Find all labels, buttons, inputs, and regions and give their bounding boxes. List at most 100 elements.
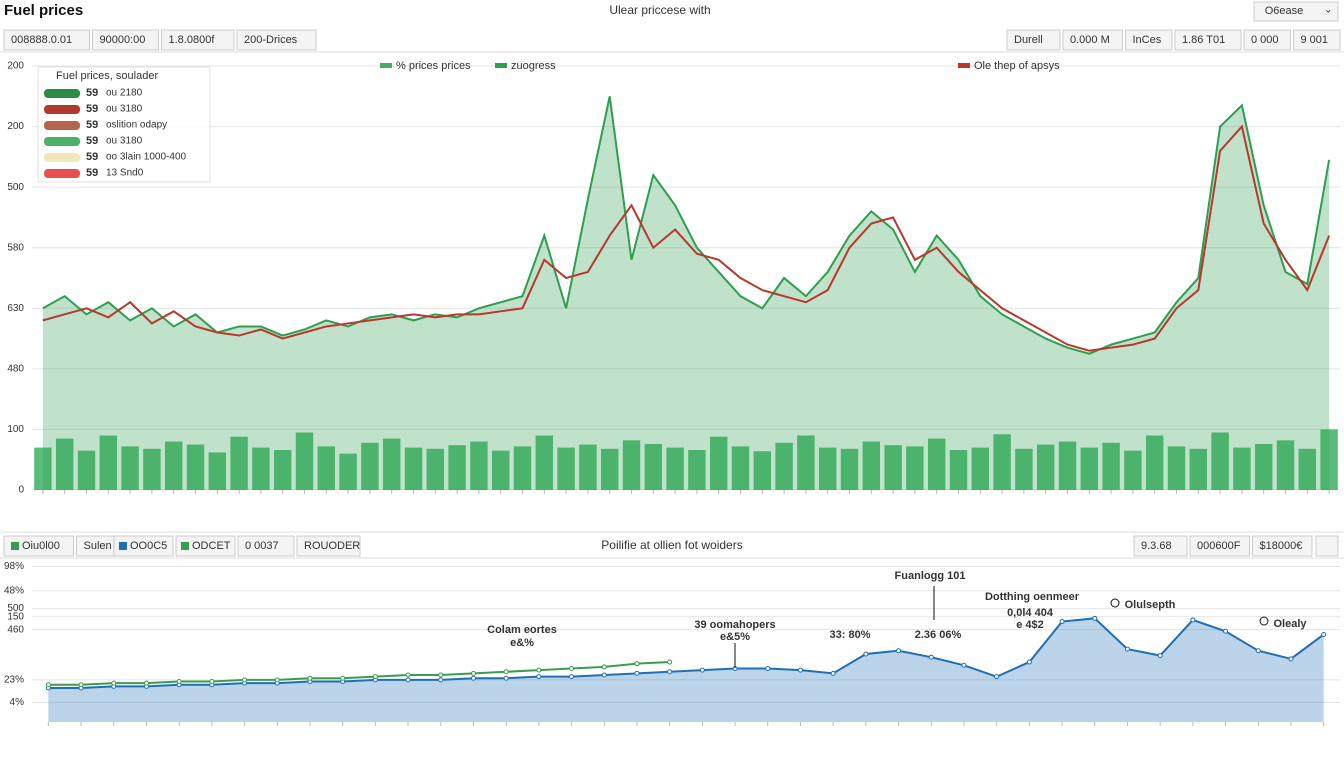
chip-label[interactable]: 9 001 (1301, 34, 1329, 46)
point (143, 680, 149, 686)
volume-bar (840, 448, 859, 490)
legend-swatch (181, 542, 189, 550)
chip-label[interactable]: Oiu0l00 (22, 540, 60, 552)
annotation: 33: 80% (830, 629, 871, 641)
volume-bar (971, 447, 990, 490)
y-tick-label: 580 (7, 242, 24, 253)
chip-label[interactable]: Sulen (84, 540, 112, 552)
volume-bar (339, 453, 357, 490)
volume-bar (404, 447, 423, 490)
volume-bar (818, 447, 837, 490)
chip-label[interactable]: 9.3.68 (1141, 540, 1172, 552)
toolbar-chip[interactable] (3, 29, 90, 51)
chip-label[interactable]: 1.8.0800f (169, 34, 216, 46)
legend-box-value: 59 (86, 87, 98, 99)
legend-box-value: 59 (86, 119, 98, 131)
volume-bar (1254, 443, 1273, 490)
volume-bar (34, 447, 52, 490)
volume-bar (709, 436, 728, 490)
point (209, 679, 215, 684)
legend-box-swatch (44, 89, 80, 98)
point (634, 661, 640, 667)
toolbar-chip[interactable] (1174, 29, 1242, 51)
toolbar-chip[interactable] (92, 29, 159, 51)
toolbar-chip[interactable] (1006, 29, 1061, 51)
point (1288, 656, 1294, 662)
point (863, 651, 869, 657)
toolbar-chip[interactable] (1315, 535, 1339, 557)
volume-bar (77, 450, 96, 490)
chip-label[interactable]: $18000€ (1260, 540, 1303, 552)
point (797, 667, 803, 673)
y-tick-label: 98% (4, 561, 24, 572)
volume-bar (1080, 447, 1099, 490)
legend-chip[interactable] (113, 535, 174, 557)
annotation: e&% (510, 637, 534, 649)
chip-label[interactable]: 0.000 M (1070, 34, 1110, 46)
volume-bar (317, 446, 336, 490)
chip-label[interactable]: Durell (1014, 34, 1043, 46)
point (372, 674, 378, 680)
volume-bar (361, 442, 379, 490)
toolbar-chip[interactable] (1189, 535, 1250, 557)
chip-label[interactable]: 200-Drices (244, 34, 298, 46)
point (111, 680, 117, 686)
legend-label[interactable]: OO0C5 (130, 540, 167, 552)
volume-bar (1102, 442, 1120, 490)
annotation-marker (1259, 616, 1269, 626)
point (1092, 615, 1098, 621)
annotation: Olulsepth (1125, 599, 1176, 611)
toolbar-chip[interactable] (1243, 29, 1291, 51)
legend-box-label: oslition odapy (106, 120, 167, 131)
y-tick-label: 630 (7, 303, 24, 314)
legend-box-value: 59 (86, 103, 98, 115)
volume-bar (644, 443, 663, 490)
toolbar-chip[interactable] (1252, 535, 1313, 557)
toolbar-chip[interactable] (3, 535, 74, 557)
toolbar-chip[interactable] (296, 535, 361, 557)
legend-box-label: ou 3180 (106, 104, 143, 115)
chip-label[interactable]: InCes (1133, 34, 1162, 46)
point (667, 669, 673, 675)
toolbar-chip[interactable] (1062, 29, 1123, 51)
toolbar-chip[interactable] (237, 535, 295, 557)
legend-box-swatch (44, 137, 80, 146)
chip-label[interactable]: ROUODER (304, 540, 360, 552)
volume-bar (906, 446, 924, 490)
legend-box-label: oo 3lain 1000-400 (106, 152, 187, 163)
toolbar-chip[interactable] (1293, 29, 1341, 51)
point (1223, 628, 1229, 634)
select-box[interactable] (1253, 1, 1339, 22)
legend-label: % prices prices (396, 60, 471, 72)
legend-swatch (380, 63, 392, 68)
volume-bar (99, 435, 118, 490)
y-tick-label: 500 (7, 182, 24, 193)
legend-chip[interactable] (175, 535, 236, 557)
volume-bar (535, 435, 554, 490)
legend-box-value: 59 (86, 167, 98, 179)
select-caret[interactable]: ⌄ (1324, 5, 1332, 16)
chip-label[interactable]: 1.86 T01 (1182, 34, 1225, 46)
volume-bar (295, 432, 314, 490)
chip-label[interactable]: 000600F (1197, 540, 1241, 552)
y-tick-label: 4% (10, 697, 25, 708)
legend-swatch (958, 63, 970, 68)
series-line (42, 96, 1331, 355)
chip-label[interactable]: 008888.0.01 (11, 34, 72, 46)
toolbar-chip[interactable] (236, 29, 317, 51)
legend-box-title: Fuel prices, soulader (56, 70, 158, 82)
select-label[interactable]: O6ease (1265, 5, 1304, 17)
toolbar-chip[interactable] (1125, 29, 1173, 51)
chip-label[interactable]: 0 0037 (245, 540, 279, 552)
annotation: Olealy (1273, 618, 1307, 630)
toolbar-chip[interactable] (161, 29, 235, 51)
chip-label[interactable]: 90000:00 (100, 34, 146, 46)
volume-bar (1320, 429, 1338, 490)
volume-bar (1211, 432, 1229, 490)
volume-bar (579, 444, 597, 490)
volume-bar (1233, 447, 1251, 490)
chip-label[interactable]: 0 000 (1251, 34, 1279, 46)
volume-bar (1145, 435, 1164, 490)
toolbar-chip[interactable] (1133, 535, 1188, 557)
legend-label[interactable]: ODCET (192, 540, 231, 552)
